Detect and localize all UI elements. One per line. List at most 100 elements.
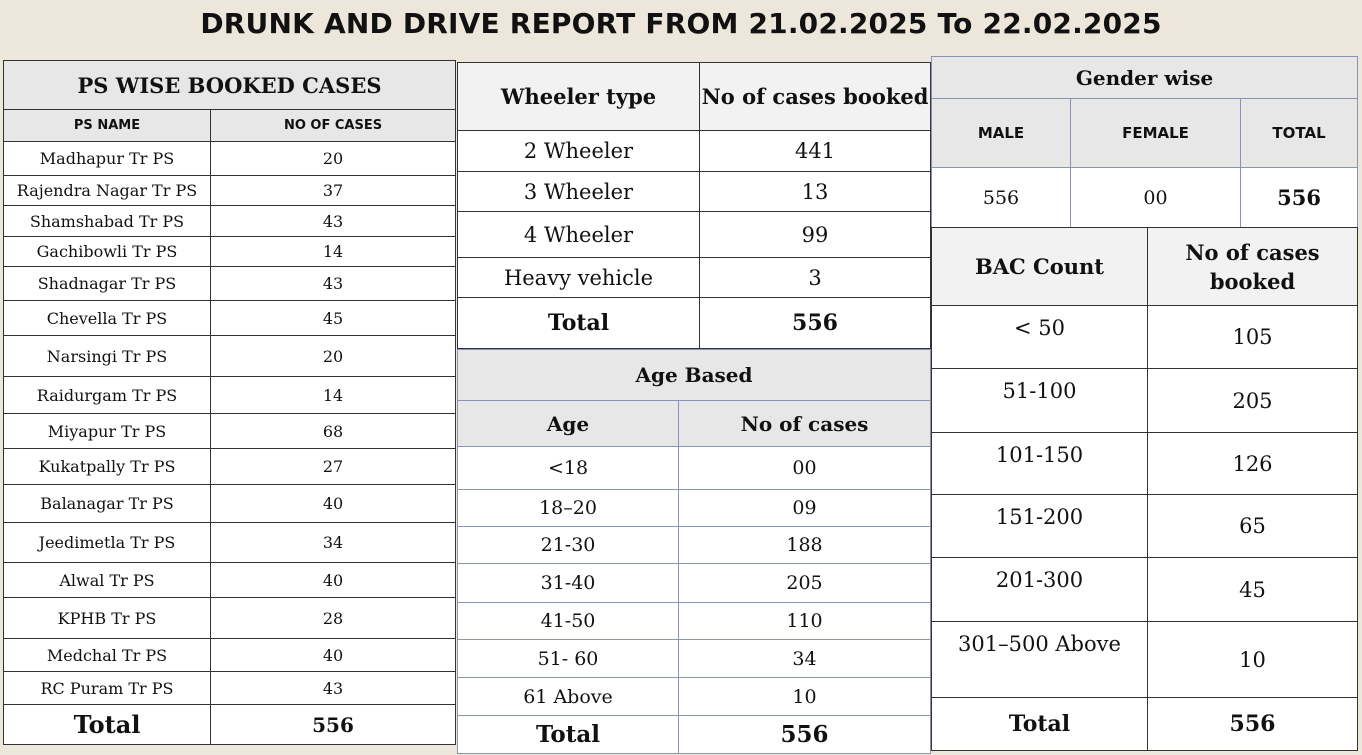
age-cases-cell: 10 xyxy=(678,677,931,716)
ps-cases-cell: 43 xyxy=(209,266,457,301)
bac-count-table: BAC Count No of cases booked < 50 105 51-1… xyxy=(931,227,1358,751)
ps-name-cell: Miyapur Tr PS xyxy=(3,413,211,449)
bac-range-cell: 101-150 xyxy=(931,432,1148,495)
age-table-title: Age Based xyxy=(457,349,931,401)
ps-cases-cell: 20 xyxy=(209,335,457,377)
ps-row: Madhapur Tr PS 20 xyxy=(3,141,457,176)
age-age-cell: 51- 60 xyxy=(457,639,679,678)
age-cases-cell: 110 xyxy=(678,602,931,640)
ps-name-cell: Alwal Tr PS xyxy=(3,562,211,598)
wheeler-type-table: Wheeler type No of cases booked 2 Wheele… xyxy=(457,62,931,349)
bac-range-cell: < 50 xyxy=(931,305,1148,369)
bac-row: 301–500 Above 10 xyxy=(931,621,1358,698)
ps-row: RC Puram Tr PS 43 xyxy=(3,671,457,705)
ps-row: Narsingi Tr PS 20 xyxy=(3,335,457,377)
bac-cases-cell: 126 xyxy=(1147,432,1358,495)
ps-cases-cell: 27 xyxy=(209,448,457,485)
age-row: 21-30 188 xyxy=(457,526,931,564)
age-row: 51- 60 34 xyxy=(457,639,931,678)
bac-total-label: Total xyxy=(931,697,1148,751)
age-cases-cell: 00 xyxy=(678,446,931,490)
wheeler-total-label: Total xyxy=(457,297,700,349)
bac-range-cell: 51-100 xyxy=(931,368,1148,433)
bac-cases-cell: 205 xyxy=(1147,368,1358,433)
age-age-cell: 18–20 xyxy=(457,489,679,527)
wheeler-type-cell: 4 Wheeler xyxy=(457,211,700,258)
ps-cases-cell: 40 xyxy=(209,484,457,523)
ps-name-cell: Rajendra Nagar Tr PS xyxy=(3,175,211,206)
age-row: 41-50 110 xyxy=(457,602,931,640)
bac-cases-cell: 45 xyxy=(1147,557,1358,622)
wheeler-col-type-header: Wheeler type xyxy=(457,62,700,131)
bac-total-value: 556 xyxy=(1147,697,1358,751)
ps-cases-cell: 28 xyxy=(209,597,457,639)
wheeler-type-cell: Heavy vehicle xyxy=(457,257,700,298)
ps-row: Balanagar Tr PS 40 xyxy=(3,484,457,523)
ps-row: Shamshabad Tr PS 43 xyxy=(3,205,457,237)
ps-name-cell: Kukatpally Tr PS xyxy=(3,448,211,485)
ps-cases-cell: 43 xyxy=(209,671,457,705)
ps-total-value: 556 xyxy=(209,704,457,745)
ps-cases-cell: 37 xyxy=(209,175,457,206)
wheeler-col-cases-header: No of cases booked xyxy=(699,62,931,131)
ps-name-cell: Gachibowli Tr PS xyxy=(3,236,211,267)
wheeler-row: 3 Wheeler 13 xyxy=(457,171,931,212)
ps-row: Shadnagar Tr PS 43 xyxy=(3,266,457,301)
age-row: 61 Above 10 xyxy=(457,677,931,716)
gender-col-female-header: FEMALE xyxy=(1070,98,1241,168)
ps-name-cell: Narsingi Tr PS xyxy=(3,335,211,377)
gender-female-value: 00 xyxy=(1070,167,1241,228)
ps-row: Kukatpally Tr PS 27 xyxy=(3,448,457,485)
wheeler-row: 2 Wheeler 441 xyxy=(457,130,931,172)
gender-table-title: Gender wise xyxy=(930,56,1359,99)
ps-row: Rajendra Nagar Tr PS 37 xyxy=(3,175,457,206)
ps-cases-cell: 43 xyxy=(209,205,457,237)
ps-wise-table: PS WISE BOOKED CASES PS NAME NO OF CASES… xyxy=(2,60,457,745)
ps-row: Jeedimetla Tr PS 34 xyxy=(3,522,457,563)
bac-col-count-header: BAC Count xyxy=(931,227,1148,306)
bac-cases-cell: 105 xyxy=(1147,305,1358,369)
ps-name-cell: Shadnagar Tr PS xyxy=(3,266,211,301)
bac-range-cell: 201-300 xyxy=(931,557,1148,622)
bac-cases-cell: 10 xyxy=(1147,621,1358,698)
age-total-value: 556 xyxy=(678,715,931,754)
ps-row: Alwal Tr PS 40 xyxy=(3,562,457,598)
bac-range-cell: 151-200 xyxy=(931,494,1148,558)
wheeler-cases-cell: 99 xyxy=(699,211,931,258)
report-title: DRUNK AND DRIVE REPORT FROM 21.02.2025 T… xyxy=(200,7,1162,40)
age-cases-cell: 09 xyxy=(678,489,931,527)
ps-row: Raidurgam Tr PS 14 xyxy=(3,376,457,414)
ps-name-cell: Raidurgam Tr PS xyxy=(3,376,211,414)
bac-row: 101-150 126 xyxy=(931,432,1358,495)
ps-name-cell: RC Puram Tr PS xyxy=(3,671,211,705)
gender-col-total-header: TOTAL xyxy=(1239,98,1359,168)
age-based-table: Age Based Age No of cases <18 00 18–20 09 21… xyxy=(457,349,931,754)
age-cases-cell: 205 xyxy=(678,563,931,603)
gender-wise-table: Gender wise MALE FEMALE TOTAL 556 00 556 xyxy=(930,56,1359,228)
age-cases-cell: 34 xyxy=(678,639,931,678)
age-row: <18 00 xyxy=(457,446,931,490)
ps-row: Gachibowli Tr PS 14 xyxy=(3,236,457,267)
wheeler-row: Heavy vehicle 3 xyxy=(457,257,931,298)
age-age-cell: <18 xyxy=(457,446,679,490)
wheeler-type-cell: 3 Wheeler xyxy=(457,171,700,212)
ps-row: KPHB Tr PS 28 xyxy=(3,597,457,639)
ps-row: Medchal Tr PS 40 xyxy=(3,638,457,672)
ps-col-cases-header: NO OF CASES xyxy=(209,109,457,142)
ps-name-cell: KPHB Tr PS xyxy=(3,597,211,639)
ps-cases-cell: 34 xyxy=(209,522,457,563)
bac-row: < 50 105 xyxy=(931,305,1358,369)
age-age-cell: 31-40 xyxy=(457,563,679,603)
age-cases-cell: 188 xyxy=(678,526,931,564)
ps-name-cell: Madhapur Tr PS xyxy=(3,141,211,176)
bac-row: 51-100 205 xyxy=(931,368,1358,433)
ps-name-cell: Chevella Tr PS xyxy=(3,300,211,336)
ps-row: Miyapur Tr PS 68 xyxy=(3,413,457,449)
wheeler-type-cell: 2 Wheeler xyxy=(457,130,700,172)
age-col-cases-header: No of cases xyxy=(678,400,931,447)
bac-col-cases-header: No of cases booked xyxy=(1147,227,1358,306)
bac-row: 151-200 65 xyxy=(931,494,1358,558)
age-col-age-header: Age xyxy=(457,400,679,447)
ps-cases-cell: 14 xyxy=(209,376,457,414)
bac-cases-cell: 65 xyxy=(1147,494,1358,558)
